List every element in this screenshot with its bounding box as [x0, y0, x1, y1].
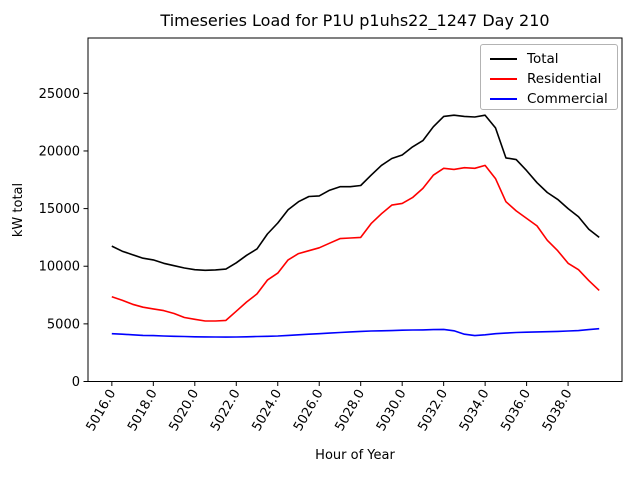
- series-line-commercial: [111, 327, 600, 338]
- x-tick-label: 5026.0: [291, 387, 327, 434]
- x-tick-label: 5034.0: [457, 387, 493, 434]
- y-axis-label: kW total: [11, 183, 26, 237]
- series-line-residential: [111, 164, 600, 322]
- legend-label-residential: Residential: [527, 71, 602, 87]
- legend-label-total: Total: [527, 51, 559, 67]
- x-tick-label: 5020.0: [167, 387, 203, 434]
- legend-row-residential: Residential: [490, 69, 617, 89]
- x-tick-label: 5028.0: [332, 387, 368, 434]
- x-tick-label: 5036.0: [498, 387, 534, 434]
- y-tick-label: 0: [72, 375, 80, 390]
- legend-row-total: Total: [490, 49, 617, 69]
- y-tick-label: 25000: [39, 87, 80, 102]
- x-axis-label: Hour of Year: [315, 448, 395, 463]
- y-tick-label: 20000: [39, 144, 80, 159]
- y-tick-label: 5000: [47, 317, 80, 332]
- legend-line-residential-icon: [490, 77, 517, 81]
- x-tick-label: 5038.0: [540, 387, 576, 434]
- series-line-total: [111, 114, 600, 272]
- y-tick-label: 10000: [39, 260, 80, 275]
- legend-label-commercial: Commercial: [527, 91, 608, 107]
- x-tick-label: 5024.0: [249, 387, 285, 434]
- x-tick-label: 5016.0: [84, 387, 120, 434]
- legend-row-commercial: Commercial: [490, 89, 617, 109]
- chart-title: Timeseries Load for P1U p1uhs22_1247 Day…: [159, 11, 549, 31]
- legend-line-total-icon: [490, 57, 517, 61]
- legend: Total Residential Commercial: [480, 44, 618, 110]
- axes-spines: [87, 37, 623, 382]
- x-tick-label: 5030.0: [374, 387, 410, 434]
- y-tick-label: 15000: [39, 202, 80, 217]
- x-tick-label: 5022.0: [208, 387, 244, 434]
- x-tick-label: 5032.0: [415, 387, 451, 434]
- x-tick-label: 5018.0: [125, 387, 161, 434]
- legend-line-commercial-icon: [490, 97, 517, 101]
